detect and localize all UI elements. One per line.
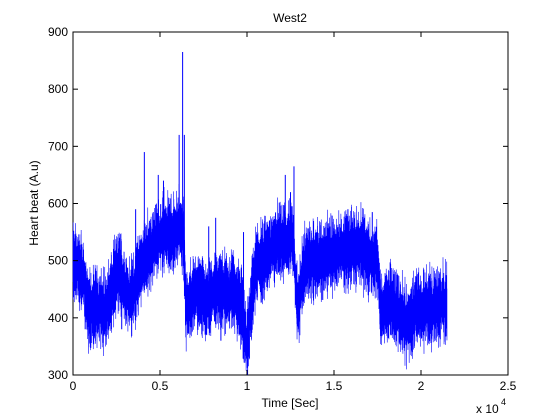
x-multiplier-exponent: 4 xyxy=(501,397,506,407)
y-axis-label: Heart beat (A.u) xyxy=(27,160,41,245)
ticks-layer: 0 0.5 1 1.5 2 2.5 300 400 500 600 700 800 900 xyxy=(48,25,517,393)
chart-title: West2 xyxy=(273,11,307,25)
y-tick-label: 500 xyxy=(48,254,68,268)
y-tick-label: 900 xyxy=(48,25,68,39)
x-multiplier-label: x 10 xyxy=(476,402,499,416)
x-tick-label: 0.5 xyxy=(152,379,169,393)
x-tick-label: 1.5 xyxy=(326,379,343,393)
y-tick-label: 600 xyxy=(48,197,68,211)
x-tick-label: 2.5 xyxy=(500,379,517,393)
y-tick-label: 800 xyxy=(48,82,68,96)
x-tick-label: 2 xyxy=(418,379,425,393)
x-tick-label: 0 xyxy=(70,379,77,393)
x-tick-label: 1 xyxy=(244,379,251,393)
y-tick-label: 300 xyxy=(48,368,68,382)
y-tick-label: 700 xyxy=(48,139,68,153)
x-axis-label: Time [Sec] xyxy=(262,396,319,410)
data-layer xyxy=(72,52,448,376)
y-tick-label: 400 xyxy=(48,311,68,325)
